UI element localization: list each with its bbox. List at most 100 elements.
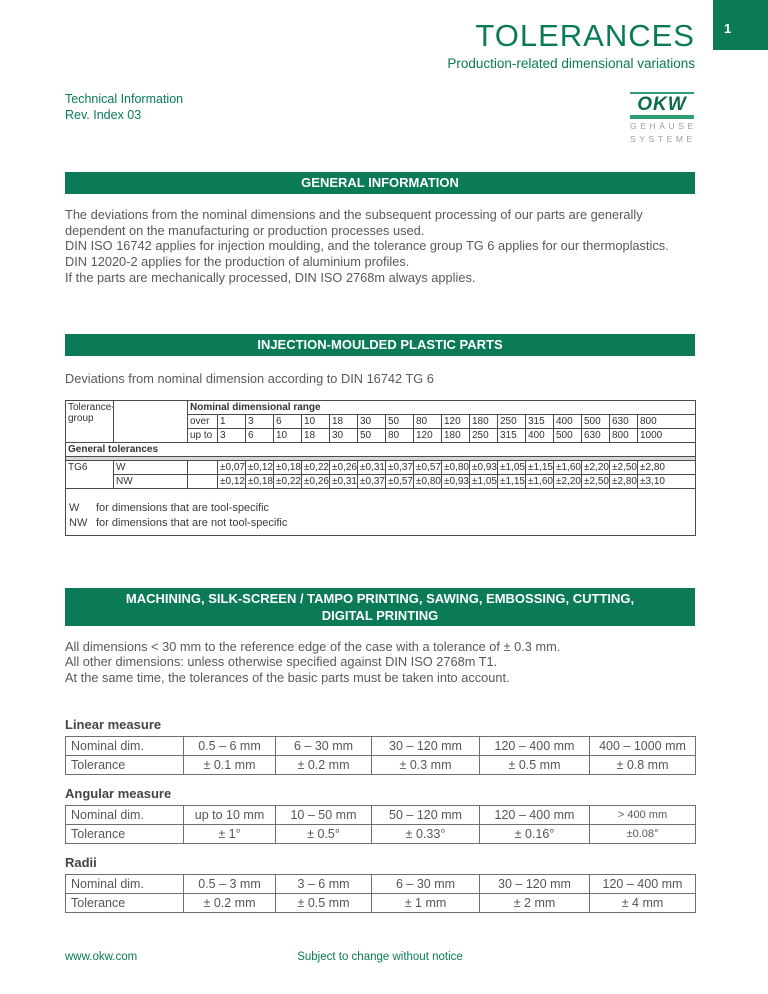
tolerance-value: ±0,37 [357, 473, 386, 489]
measure-cell: ± 1 mm [371, 892, 480, 913]
table-row: Nominal dim. 0.5 – 6 mm 6 – 30 mm 30 – 120 … [65, 735, 696, 756]
upto-value: 500 [553, 427, 582, 443]
over-value: 50 [385, 413, 414, 429]
upto-value: 30 [329, 427, 358, 443]
over-value: 6 [273, 413, 302, 429]
over-value: 3 [245, 413, 274, 429]
section-banner-machining: MACHINING, SILK-SCREEN / TAMPO PRINTING,… [65, 587, 695, 626]
over-value: 180 [469, 413, 498, 429]
upto-value: 800 [609, 427, 638, 443]
heading-angular-measure: Angular measure [65, 785, 172, 801]
measure-cell: ± 0.3 mm [371, 754, 480, 775]
measure-cell: ± 0.5 mm [479, 754, 590, 775]
measure-cell: 0.5 – 6 mm [183, 735, 276, 756]
measure-cell: ± 0.16° [479, 823, 590, 844]
over-value: 500 [581, 413, 610, 429]
logo-text-gehaeuse: GEHÄUSE [630, 121, 697, 131]
upto-value: 10 [273, 427, 302, 443]
over-value: 315 [525, 413, 554, 429]
general-tolerances-label: General tolerances [64, 441, 697, 457]
over-value: 30 [357, 413, 386, 429]
tolerance-value: ±0,26 [329, 459, 358, 475]
tolerance-value: ±0,18 [273, 459, 302, 475]
upto-value: 180 [441, 427, 470, 443]
nominal-range-header: Nominal dimensional range [186, 399, 697, 415]
over-value: 630 [609, 413, 638, 429]
measure-cell: 3 – 6 mm [275, 873, 372, 894]
page-footer: www.okw.com Subject to change without no… [65, 951, 695, 963]
logo-wordmark: OKW [637, 94, 687, 115]
over-value: 120 [441, 413, 470, 429]
measure-cell: ± 0.5° [275, 823, 372, 844]
footnote-text: for dimensions that are tool-specific [96, 501, 270, 514]
row-label: Tolerance [65, 823, 184, 844]
tolerance-value: ±2,80 [609, 473, 638, 489]
logo-text-systeme: SYSTEME [630, 134, 696, 144]
tolerance-value: ±2,20 [581, 459, 610, 475]
row-label: Nominal dim. [65, 873, 184, 894]
table-row: General tolerances [64, 441, 697, 457]
row-label: Tolerance [65, 754, 184, 775]
tolerance-value: ±1,15 [497, 473, 526, 489]
over-value: 250 [497, 413, 526, 429]
tolerance-table-caption: Deviations from nominal dimension accord… [65, 370, 434, 386]
tolerance-value: ±3,10 [636, 473, 697, 489]
footnote-line: NW for dimensions that are not tool-speci… [69, 516, 692, 531]
tolerance-value: ±1,15 [525, 459, 554, 475]
over-value: 80 [413, 413, 442, 429]
tolerance-value: ±0,18 [245, 473, 274, 489]
measure-cell: ± 0.2 mm [275, 754, 372, 775]
tolerance-group-value: TG6 [65, 459, 114, 489]
tolerance-value: ±2,80 [636, 459, 697, 475]
tolerance-value: ±0,80 [413, 473, 442, 489]
upto-value: 50 [357, 427, 386, 443]
table-row: Tolerance- group Nominal dimensional rang… [65, 399, 697, 443]
revision-info: Technical Information Rev. Index 03 [65, 92, 184, 122]
upto-value: 18 [301, 427, 330, 443]
radii-table: Nominal dim. 0.5 – 3 mm 3 – 6 mm 6 – 30 mm 3… [65, 873, 696, 913]
measure-cell: ± 0.5 mm [275, 892, 372, 913]
measure-cell: ± 0.2 mm [183, 892, 276, 913]
banner-machining-line1: MACHINING, SILK-SCREEN / TAMPO PRINTING,… [125, 590, 635, 606]
measure-cell: ± 2 mm [479, 892, 590, 913]
tolerance-value: ±2,20 [553, 473, 582, 489]
over-value: 400 [553, 413, 582, 429]
angular-measure-table: Nominal dim. up to 10 mm 10 – 50 mm 50 – 12… [65, 804, 696, 844]
tolerance-value: ±0,31 [357, 459, 386, 475]
upto-label: up to [187, 427, 218, 443]
measure-cell: up to 10 mm [183, 804, 276, 825]
machining-text: All dimensions < 30 mm to the reference … [65, 638, 561, 685]
upto-value: 3 [217, 427, 246, 443]
logo-top-line [630, 92, 694, 94]
tolerance-value: ±0,22 [273, 473, 302, 489]
linear-measure-table: Nominal dim. 0.5 – 6 mm 6 – 30 mm 30 – 120 … [65, 735, 696, 775]
measure-cell: 0.5 – 3 mm [183, 873, 276, 894]
over-value: 1 [217, 413, 246, 429]
tolerance-value: ±0,93 [469, 459, 498, 475]
meta-row: Technical Information Rev. Index 03 OKW … [65, 92, 695, 145]
upto-value: 1000 [636, 427, 697, 443]
tolerance-value: ±0,12 [217, 473, 246, 489]
okw-website-link[interactable]: www.okw.com [65, 951, 138, 963]
tolerance-value: ±1,60 [553, 459, 582, 475]
section-banner-injection-moulded: INJECTION-MOULDED PLASTIC PARTS [65, 333, 695, 356]
measure-cell: 30 – 120 mm [479, 873, 590, 894]
measure-cell: > 400 mm [589, 804, 696, 825]
upto-value: 250 [469, 427, 498, 443]
table-row: Tolerance ± 0.1 mm ± 0.2 mm ± 0.3 mm ± 0.5 m… [65, 754, 696, 775]
upto-value: 120 [413, 427, 442, 443]
empty-cell [187, 473, 218, 489]
measure-cell: ± 1° [183, 823, 276, 844]
measure-cell: ± 0.33° [371, 823, 480, 844]
measure-cell: 120 – 400 mm [479, 735, 590, 756]
over-value: 10 [301, 413, 330, 429]
over-label: over [187, 413, 218, 429]
okw-logo: OKW GEHÄUSE SYSTEME [630, 92, 694, 145]
upto-value: 6 [245, 427, 274, 443]
row-type-label: NW [113, 473, 188, 489]
table-row: TG6 W ±0,07 ±0,12 ±0,18 ±0,22 ±0,26 ±0,31 ±0,37 ±… [65, 459, 697, 489]
measure-cell: 400 – 1000 mm [589, 735, 696, 756]
footnote-key: W [69, 501, 80, 514]
page-number-box: 1 [713, 0, 768, 50]
